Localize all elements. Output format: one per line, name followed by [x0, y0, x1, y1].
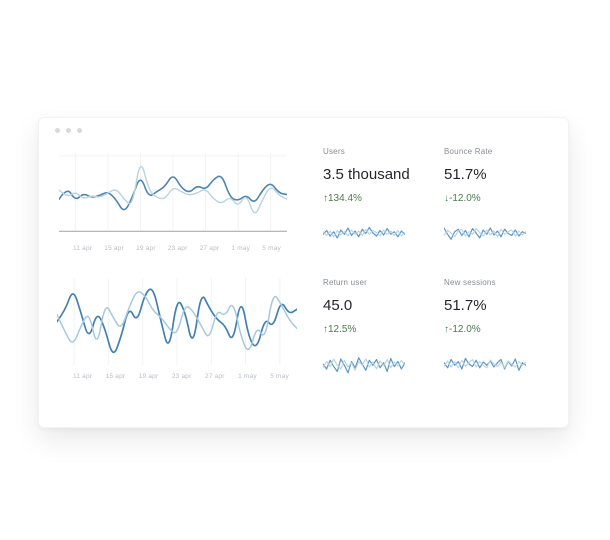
- axis-tick-label: 27 apr: [204, 373, 225, 380]
- stat-label: Return user: [323, 278, 367, 287]
- users-overview-plot: [59, 151, 287, 232]
- stat-value: 45.0: [323, 297, 353, 314]
- axis-tick-label: 23 apr: [167, 245, 188, 252]
- axis-tick-label: 1 may: [231, 245, 251, 252]
- window-control-dot-icon[interactable]: [55, 128, 60, 133]
- axis-tick-label: 11 apr: [73, 245, 93, 252]
- sessions-detail-chart: 11 apr 15 apr 19 apr 23 apr 27 apr 1 may 5 may: [57, 276, 297, 380]
- sessions-detail-x-axis: 11 apr 15 apr 19 apr 23 apr 27 apr 1 may 5 may: [57, 373, 297, 380]
- stat-label: New sessions: [444, 278, 496, 287]
- stat-sparkline: [323, 350, 405, 378]
- window-control-dot-icon[interactable]: [66, 128, 71, 133]
- window-controls: [55, 128, 82, 133]
- axis-tick-label: 11 apr: [73, 373, 93, 380]
- axis-tick-label: 23 apr: [171, 373, 192, 380]
- axis-tick-label: 15 apr: [105, 373, 126, 380]
- stat-value: 51.7%: [444, 166, 487, 183]
- users-overview-chart: 11 apr 15 apr 19 apr 23 apr 27 apr 1 may 5 may: [59, 151, 287, 252]
- window-control-dot-icon[interactable]: [77, 128, 82, 133]
- stat-label: Users: [323, 147, 345, 156]
- stat-change-up: ↑-12.0%: [444, 324, 481, 335]
- stat-card-return-user: Return user 45.0 ↑12.5%: [323, 278, 435, 378]
- stat-sparkline: [444, 350, 526, 378]
- axis-tick-label: 27 apr: [199, 245, 220, 252]
- axis-tick-label: 15 apr: [104, 245, 124, 252]
- stat-value: 3.5 thousand: [323, 166, 410, 183]
- stat-value: 51.7%: [444, 297, 487, 314]
- stat-sparkline: [323, 219, 405, 247]
- stat-change-down: ↓-12.0%: [444, 193, 481, 204]
- axis-tick-label: 1 may: [238, 373, 257, 380]
- stat-change-up: ↑134.4%: [323, 193, 362, 204]
- sessions-detail-plot: [57, 276, 297, 367]
- axis-tick-label: 19 apr: [136, 245, 156, 252]
- stat-card-bounce-rate: Bounce Rate 51.7% ↓-12.0%: [444, 147, 556, 247]
- stat-label: Bounce Rate: [444, 147, 493, 156]
- analytics-window: 11 apr 15 apr 19 apr 23 apr 27 apr 1 may 5 may…: [38, 117, 569, 428]
- users-overview-x-axis: 11 apr 15 apr 19 apr 23 apr 27 apr 1 may 5 may: [59, 245, 287, 252]
- stat-card-new-sessions: New sessions 51.7% ↑-12.0%: [444, 278, 556, 378]
- stat-card-users: Users 3.5 thousand ↑134.4%: [323, 147, 435, 247]
- axis-tick-label: 5 may: [270, 373, 289, 380]
- stat-change-up: ↑12.5%: [323, 324, 357, 335]
- axis-tick-label: 19 apr: [138, 373, 159, 380]
- stat-sparkline: [444, 219, 526, 247]
- axis-tick-label: 5 may: [262, 245, 281, 252]
